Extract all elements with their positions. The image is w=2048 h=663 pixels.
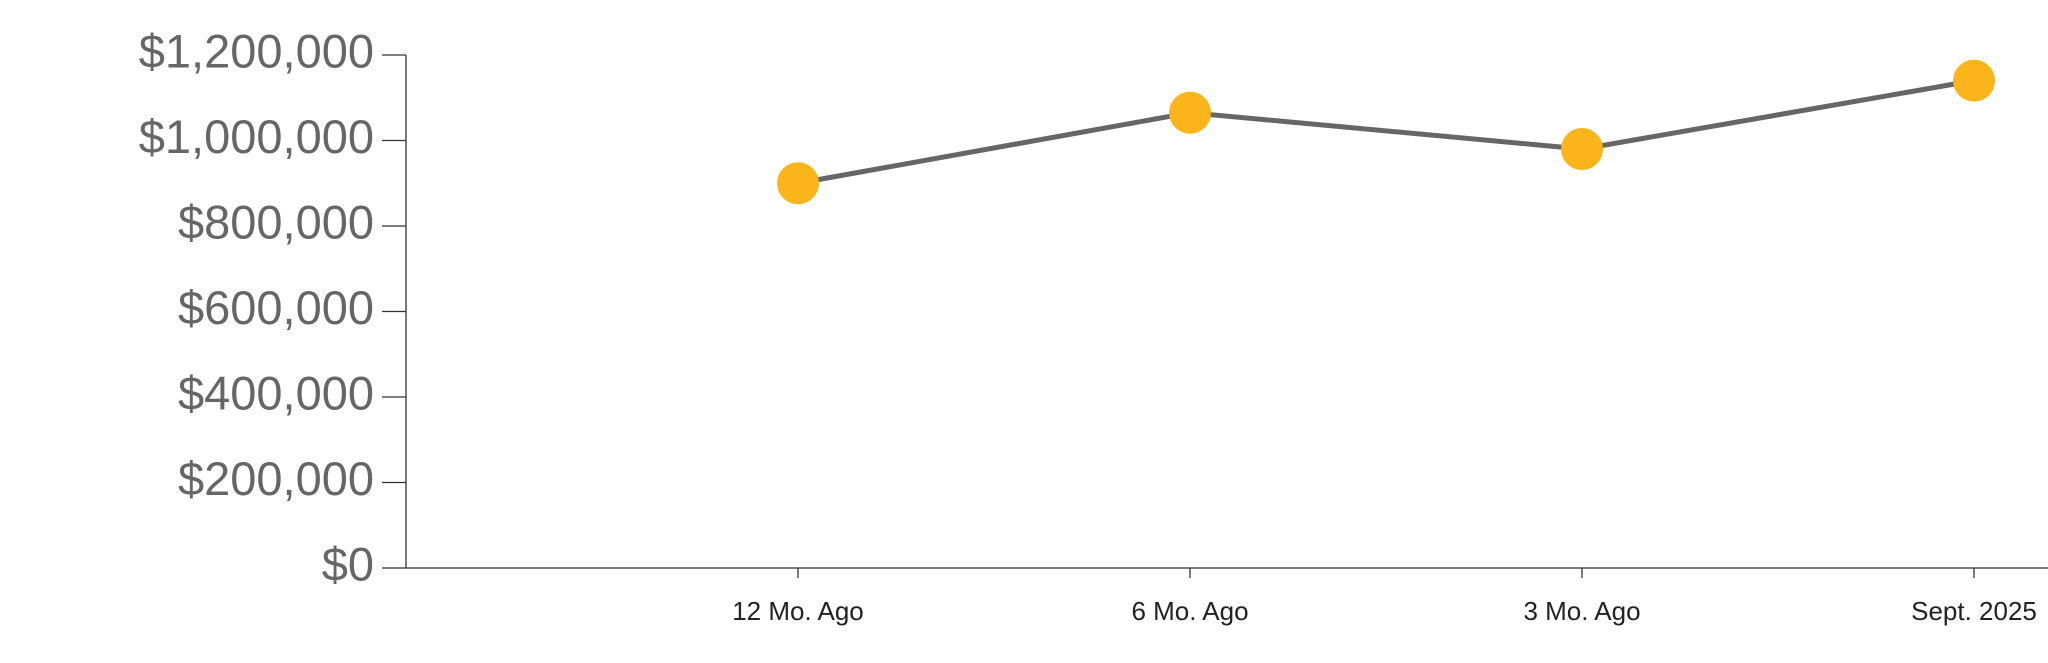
x-tick-label: 12 Mo. Ago xyxy=(732,596,864,626)
y-tick-label: $1,000,000 xyxy=(139,110,374,163)
x-tick-label: Sept. 2025 xyxy=(1911,596,2037,626)
line xyxy=(797,78,1975,186)
point xyxy=(1169,91,1211,134)
y-tick-label: $200,000 xyxy=(178,452,374,505)
y-tick-label: $400,000 xyxy=(178,366,374,419)
point xyxy=(1561,128,1603,171)
y-tick-label: $600,000 xyxy=(178,281,374,334)
y-tick-label: $1,200,000 xyxy=(139,24,374,77)
x-tick-label: 3 Mo. Ago xyxy=(1523,596,1640,626)
y-tick-label: $0 xyxy=(322,537,374,590)
y-tick-label: $800,000 xyxy=(178,195,374,248)
point xyxy=(777,162,819,205)
x-tick-label: 6 Mo. Ago xyxy=(1131,596,1248,626)
point xyxy=(1953,59,1995,102)
